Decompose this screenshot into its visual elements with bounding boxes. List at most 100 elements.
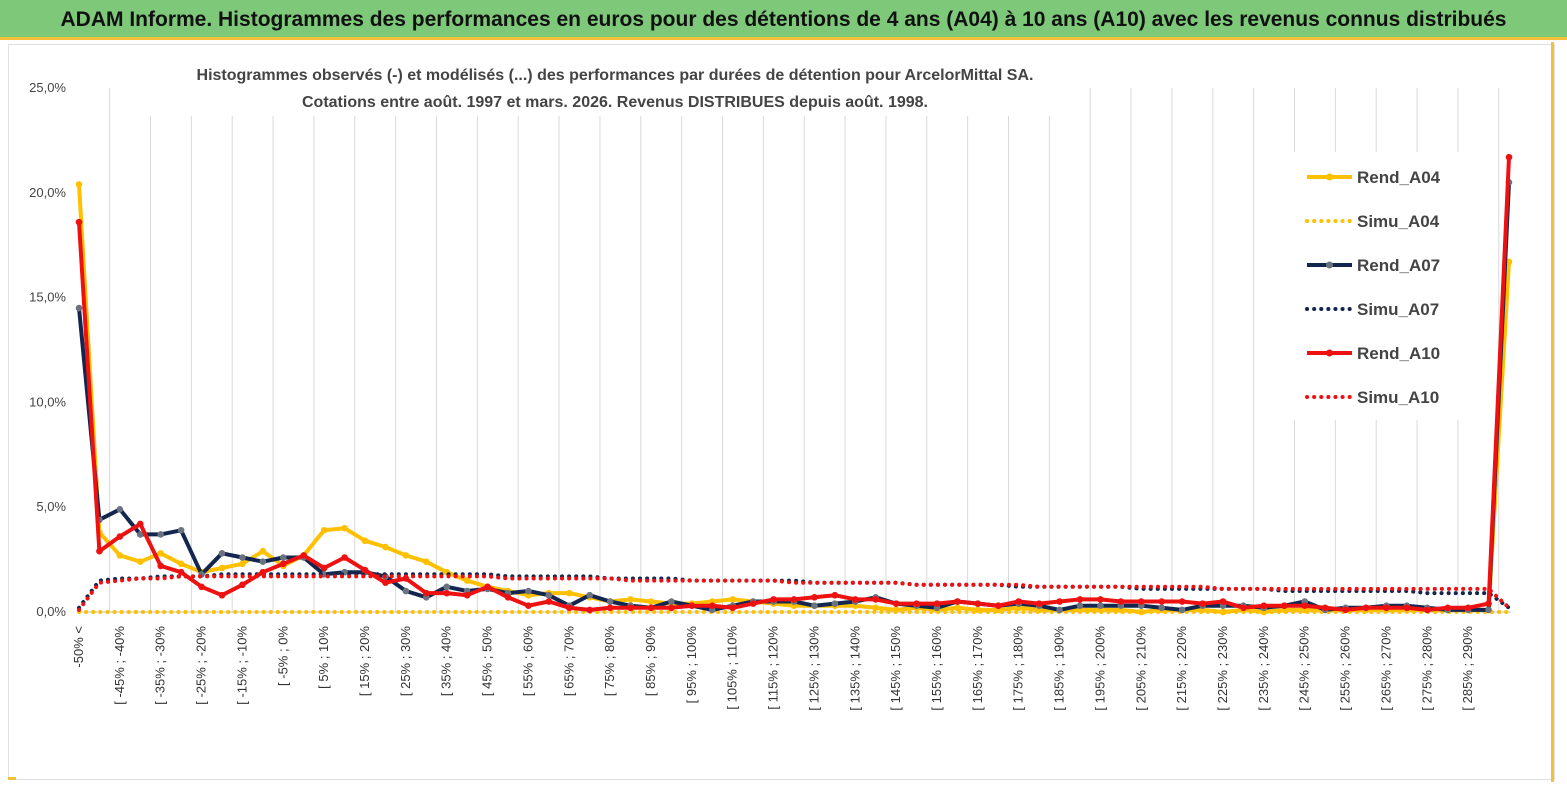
data-point-rend-a07 xyxy=(116,505,124,513)
data-point-rend-a07 xyxy=(1158,604,1166,612)
data-point-rend-a10 xyxy=(1280,602,1288,610)
data-point-rend-a04 xyxy=(872,604,880,612)
data-point-rend-a10 xyxy=(259,568,267,576)
data-point-rend-a10 xyxy=(627,604,634,612)
x-tick-label: [ 245% ; 250% xyxy=(1297,626,1312,711)
legend-label-simu-a04: Simu_A04 xyxy=(1357,212,1440,231)
y-tick-label: 15,0% xyxy=(29,290,66,305)
data-point-rend-a10 xyxy=(1403,604,1411,612)
data-point-rend-a10 xyxy=(1219,598,1227,605)
chart-gridlines xyxy=(109,88,1500,612)
data-point-rend-a10 xyxy=(749,600,757,607)
data-point-rend-a10 xyxy=(688,602,696,610)
data-point-rend-a07 xyxy=(1076,602,1084,610)
data-point-rend-a04 xyxy=(382,543,389,551)
x-tick-label: [ 65% ; 70% xyxy=(561,626,576,697)
x-tick-label: [ 235% ; 240% xyxy=(1256,626,1271,711)
data-point-rend-a10 xyxy=(586,606,594,614)
x-tick-label: [ 205% ; 210% xyxy=(1133,626,1148,711)
data-point-rend-a10 xyxy=(525,602,532,610)
data-point-rend-a10 xyxy=(708,602,716,610)
x-tick-label: [ -45% ; -40% xyxy=(112,626,127,705)
data-point-rend-a10 xyxy=(770,596,777,603)
data-point-rend-a10 xyxy=(320,564,328,572)
x-tick-label: [ -25% ; -20% xyxy=(194,626,209,705)
data-point-rend-a07 xyxy=(545,591,553,599)
series-line-simu-a10 xyxy=(77,574,1511,612)
legend-background xyxy=(1285,152,1470,420)
x-tick-label: [ 135% ; 140% xyxy=(847,626,862,711)
data-point-rend-a10 xyxy=(606,604,614,612)
legend-label-rend-a04: Rend_A04 xyxy=(1357,168,1441,187)
data-point-rend-a10 xyxy=(851,596,859,603)
data-point-rend-a04 xyxy=(1505,258,1513,266)
data-point-rend-a10 xyxy=(136,520,144,528)
data-point-rend-a10 xyxy=(177,568,185,576)
x-tick-label: [ 125% ; 130% xyxy=(806,626,821,711)
x-axis-ticks: -50% < [ -45% ; -40% [ -35% ; -30% [ -25% ;… xyxy=(71,626,1475,711)
data-point-rend-a04 xyxy=(259,547,267,555)
data-point-rend-a10 xyxy=(463,591,471,599)
data-point-rend-a07 xyxy=(239,554,246,561)
data-point-rend-a04 xyxy=(463,577,471,584)
data-point-rend-a10 xyxy=(1035,600,1043,607)
data-point-rend-a10 xyxy=(974,600,982,607)
x-tick-label: -50% < xyxy=(71,626,86,668)
data-point-rend-a07 xyxy=(1056,606,1063,614)
chart-legend: Rend_A04 Simu_A04 Rend_A07 Simu_A07 Rend_A10… xyxy=(1285,152,1470,420)
data-point-rend-a07 xyxy=(1485,606,1492,614)
report-title: ADAM Informe. Histogrammes des performan… xyxy=(60,8,1507,31)
x-tick-label: [ -35% ; -30% xyxy=(153,626,168,705)
data-point-rend-a07 xyxy=(279,554,287,561)
x-tick-label: [ -15% ; -10% xyxy=(234,626,249,705)
data-point-rend-a10 xyxy=(1321,604,1329,612)
y-tick-label: 0,0% xyxy=(36,604,66,619)
data-point-rend-a10 xyxy=(116,533,124,540)
data-point-rend-a04 xyxy=(116,552,124,559)
data-point-rend-a10 xyxy=(1178,598,1186,605)
x-tick-label: [ 285% ; 290% xyxy=(1460,626,1475,711)
x-tick-label: [ 225% ; 230% xyxy=(1215,626,1230,711)
y-axis-ticks: 0,0% 5,0% 10,0% 15,0% 20,0% 25,0% xyxy=(29,80,66,619)
data-point-rend-a04 xyxy=(402,552,410,559)
data-point-rend-a10 xyxy=(790,596,798,603)
x-tick-label: [ 155% ; 160% xyxy=(929,626,944,711)
legend-marker-rend-a07 xyxy=(1326,261,1333,269)
x-tick-label: [ 175% ; 180% xyxy=(1011,626,1026,711)
data-point-rend-a04 xyxy=(954,604,961,612)
data-point-rend-a07 xyxy=(668,598,675,605)
data-point-rend-a10 xyxy=(1485,600,1492,607)
chart-title: Histogrammes observés (-) et modélisés (… xyxy=(150,56,1080,116)
data-point-rend-a10 xyxy=(565,604,573,612)
x-tick-label: [ 85% ; 90% xyxy=(643,626,658,697)
data-point-rend-a10 xyxy=(1137,598,1145,605)
data-point-rend-a04 xyxy=(647,598,655,605)
data-point-rend-a10 xyxy=(443,589,451,597)
data-point-rend-a07 xyxy=(218,550,226,557)
report-banner: ADAM Informe. Histogrammes des performan… xyxy=(0,0,1567,40)
data-point-rend-a04 xyxy=(361,537,369,545)
data-point-rend-a10 xyxy=(1260,602,1268,610)
data-point-rend-a10 xyxy=(647,604,655,612)
data-point-rend-a10 xyxy=(1383,604,1390,612)
data-point-rend-a04 xyxy=(422,558,430,565)
data-point-rend-a10 xyxy=(1505,153,1513,161)
data-point-rend-a10 xyxy=(545,598,553,605)
data-point-rend-a10 xyxy=(892,600,900,607)
chart-title-line: Histogrammes observés (-) et modélisés (… xyxy=(197,67,1034,84)
data-point-rend-a10 xyxy=(1199,600,1206,607)
x-tick-label: [ 145% ; 150% xyxy=(888,626,903,711)
x-tick-label: [ 165% ; 170% xyxy=(970,626,985,711)
data-point-rend-a07 xyxy=(831,600,839,607)
data-point-rend-a10 xyxy=(668,604,675,612)
data-point-rend-a07 xyxy=(75,304,83,312)
data-point-rend-a04 xyxy=(136,558,144,565)
data-point-rend-a04 xyxy=(218,564,226,572)
x-tick-label: [ 15% ; 20% xyxy=(357,626,372,697)
data-point-rend-a10 xyxy=(1076,596,1084,603)
x-tick-label: [ 115% ; 120% xyxy=(766,626,781,710)
data-point-rend-a07 xyxy=(402,587,410,595)
data-point-rend-a04 xyxy=(239,560,246,568)
chart-frame xyxy=(8,44,1555,780)
data-point-rend-a10 xyxy=(157,562,165,570)
